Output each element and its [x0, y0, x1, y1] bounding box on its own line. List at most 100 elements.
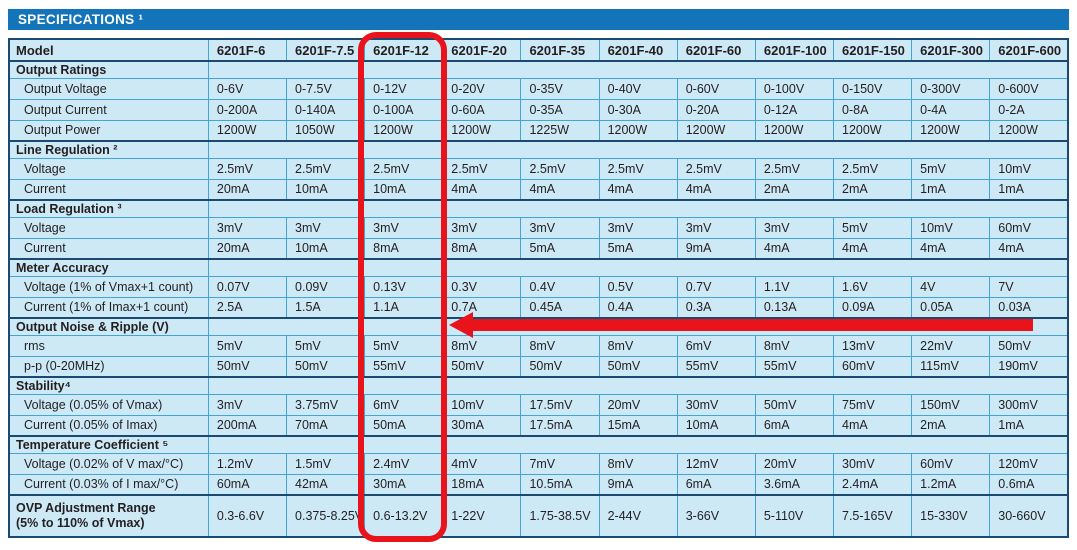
spec-value-cell: 1050W	[286, 119, 366, 142]
spec-value-cell: 4mA	[911, 237, 991, 260]
spec-value-cell: 42mA	[286, 473, 366, 496]
spec-value-cell: 17.5mA	[520, 414, 600, 437]
spec-value-cell: 4mV	[442, 452, 522, 475]
spec-value-cell: 7mV	[520, 452, 600, 475]
spec-value-cell: 0-20A	[676, 98, 756, 121]
spec-value-cell: 5mV	[207, 334, 288, 357]
spec-value-cell: 50mV	[989, 334, 1069, 357]
spec-value-cell: 20mV	[754, 452, 835, 475]
spec-value-cell: 3mV	[520, 216, 600, 239]
specifications-title: SPECIFICATIONS ¹	[18, 12, 144, 27]
spec-value-cell: 8mV	[520, 334, 600, 357]
spec-value-cell: 60mV	[911, 452, 991, 475]
model-corner-label: Model	[8, 38, 209, 62]
ovp-label-line1: OVP Adjustment Range	[16, 501, 156, 515]
spec-value-cell: 55mV	[754, 355, 835, 378]
spec-value-cell: 30mV	[676, 393, 756, 416]
spec-value-cell: 3mV	[364, 216, 444, 239]
spec-value-cell: 3mV	[286, 216, 366, 239]
spec-value-cell: 0.13A	[754, 296, 835, 319]
ovp-value-cell: 5-110V	[754, 494, 835, 538]
spec-value-cell: 75mV	[832, 393, 913, 416]
spec-value-cell: 2.5mV	[598, 157, 678, 180]
spec-row-label: rms	[8, 334, 209, 357]
spec-value-cell: 8mA	[364, 237, 444, 260]
spec-value-cell: 1.1V	[754, 275, 835, 298]
spec-data-row: Output Power 1200W 1050W 1200W 1200W 1225W 120…	[8, 119, 1069, 142]
spec-value-cell: 5mV	[286, 334, 366, 357]
spec-value-cell: 6mV	[676, 334, 756, 357]
section-header-row: Output Ratings	[8, 60, 1069, 79]
model-header-cell: 6201F-40	[598, 38, 678, 62]
spec-value-cell: 0.13V	[364, 275, 444, 298]
spec-value-cell: 10mA	[364, 178, 444, 201]
spec-value-cell: 8mV	[598, 334, 678, 357]
spec-value-cell: 50mV	[598, 355, 678, 378]
spec-value-cell: 0-8A	[832, 98, 913, 121]
spec-value-cell: 0-40V	[598, 77, 678, 100]
section-header-row: Temperature Coefficient ⁵	[8, 435, 1069, 454]
spec-row-label: Current (0.05% of Imax)	[8, 414, 209, 437]
ovp-value-cell: 0.6-13.2V	[364, 494, 444, 538]
spec-row-label: Output Voltage	[8, 77, 209, 100]
spec-value-cell: 10.5mA	[520, 473, 600, 496]
model-header-row: Model 6201F-6 6201F-7.5 6201F-12 6201F-20 620…	[8, 38, 1069, 62]
spec-value-cell: 60mV	[832, 355, 913, 378]
spec-value-cell: 4mA	[754, 237, 835, 260]
spec-value-cell: 0.3A	[676, 296, 756, 319]
model-header-cell: 6201F-20	[442, 38, 522, 62]
spec-value-cell: 2mA	[754, 178, 835, 201]
spec-value-cell: 8mV	[442, 334, 522, 357]
spec-value-cell: 0.45A	[520, 296, 600, 319]
section-title: Temperature Coefficient ⁵	[8, 435, 209, 454]
spec-value-cell: 0-2A	[989, 98, 1069, 121]
spec-value-cell: 4mA	[520, 178, 600, 201]
spec-value-cell: 1200W	[911, 119, 991, 142]
spec-value-cell: 0-30A	[598, 98, 678, 121]
spec-value-cell: 1mA	[911, 178, 991, 201]
spec-value-cell: 4mA	[676, 178, 756, 201]
spec-value-cell: 1.6V	[832, 275, 913, 298]
spec-row-label: Output Power	[8, 119, 209, 142]
spec-value-cell: 10mA	[676, 414, 756, 437]
ovp-value-cell: 0.375-8.25V	[286, 494, 366, 538]
spec-value-cell: 0-35A	[520, 98, 600, 121]
section-title: Stability⁴	[8, 376, 209, 395]
ovp-value-cell: 3-66V	[676, 494, 756, 538]
model-header-cell: 6201F-150	[832, 38, 913, 62]
spec-value-cell: 0-140A	[286, 98, 366, 121]
spec-value-cell: 20mV	[598, 393, 678, 416]
spec-row-label: Current	[8, 237, 209, 260]
spec-value-cell: 1200W	[989, 119, 1069, 142]
spec-row-label: Voltage	[8, 216, 209, 239]
spec-value-cell: 2.5mV	[754, 157, 835, 180]
spec-value-cell: 50mV	[754, 393, 835, 416]
spec-value-cell: 0-200A	[207, 98, 288, 121]
spec-value-cell: 0.6mA	[989, 473, 1069, 496]
spec-value-cell: 2.5mV	[520, 157, 600, 180]
spec-value-cell: 55mV	[364, 355, 444, 378]
section-band	[207, 376, 1069, 395]
spec-value-cell: 190mV	[989, 355, 1069, 378]
spec-value-cell: 3.75mV	[286, 393, 366, 416]
spec-value-cell: 0.07V	[207, 275, 288, 298]
specifications-table: Model 6201F-6 6201F-7.5 6201F-12 6201F-20 620…	[8, 38, 1069, 538]
spec-value-cell: 60mV	[989, 216, 1069, 239]
spec-value-cell: 1mA	[989, 178, 1069, 201]
spec-value-cell: 4mA	[832, 414, 913, 437]
spec-value-cell: 50mV	[442, 355, 522, 378]
spec-value-cell: 1225W	[520, 119, 600, 142]
spec-value-cell: 0-6V	[207, 77, 288, 100]
section-band	[207, 435, 1069, 454]
spec-data-row: Voltage (0.05% of Vmax) 3mV 3.75mV 6mV 10mV 1…	[8, 393, 1069, 416]
spec-value-cell: 10mV	[989, 157, 1069, 180]
spec-value-cell: 20mA	[207, 178, 288, 201]
section-title: Output Ratings	[8, 60, 209, 79]
spec-value-cell: 50mA	[364, 414, 444, 437]
spec-value-cell: 0-300V	[911, 77, 991, 100]
model-header-cell: 6201F-300	[911, 38, 991, 62]
ovp-row-label: OVP Adjustment Range (5% to 110% of Vmax)	[8, 494, 209, 538]
spec-value-cell: 30mA	[442, 414, 522, 437]
spec-value-cell: 10mV	[442, 393, 522, 416]
